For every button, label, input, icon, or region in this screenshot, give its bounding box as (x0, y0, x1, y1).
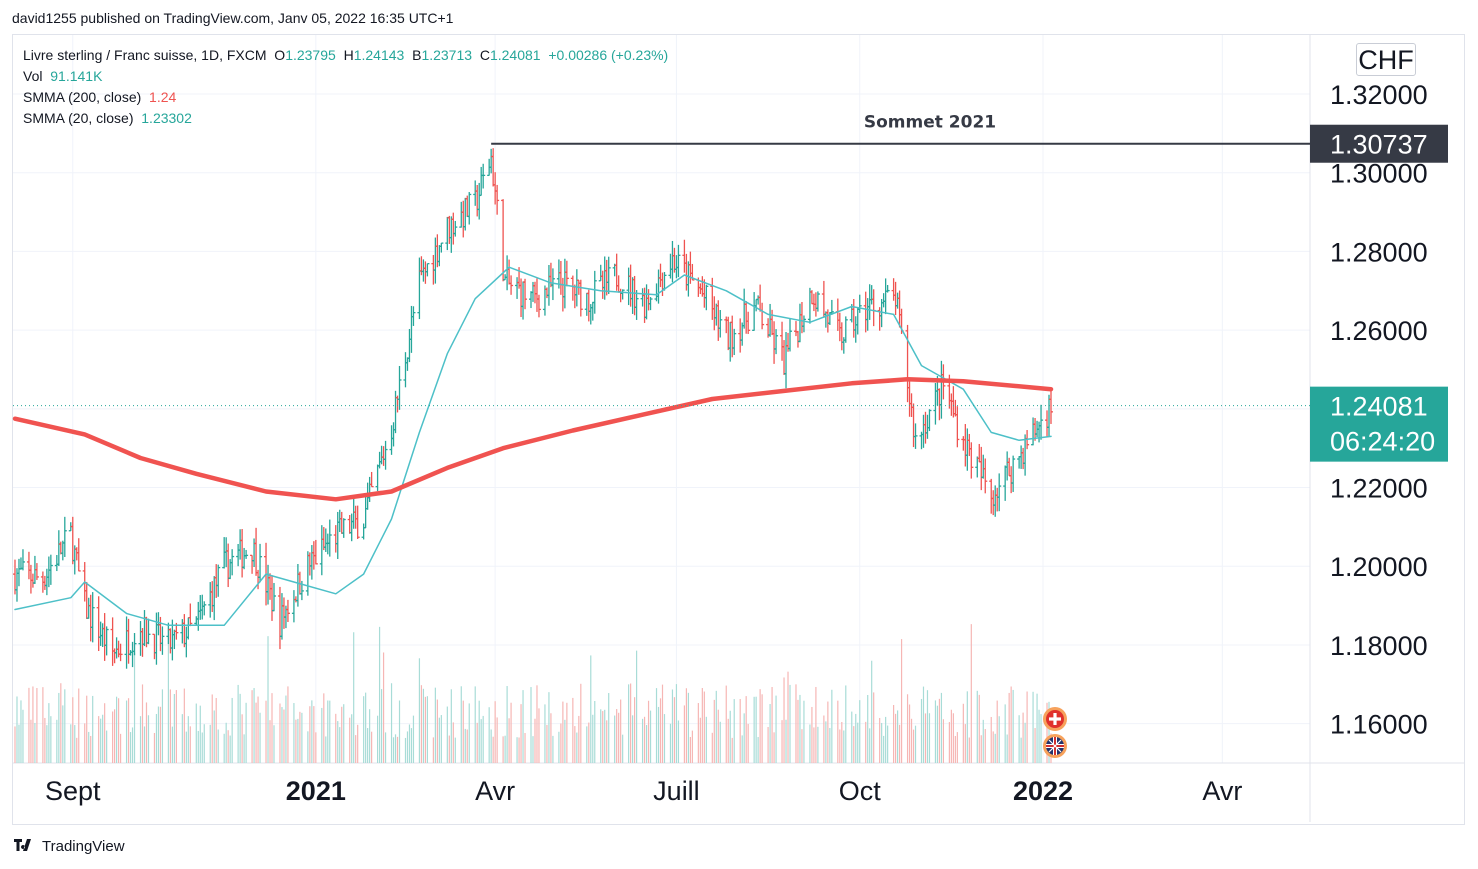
currency-button[interactable]: CHF (1356, 43, 1416, 76)
legend-close: 1.24081 (489, 47, 541, 63)
y-tick-label: 1.26000 (1330, 316, 1428, 346)
smma200-layer (12, 377, 1054, 502)
last-price-badge-text: 1.24081 (1330, 392, 1428, 422)
y-tick-label: 1.20000 (1330, 552, 1428, 582)
price-badges: 1.30737 1.24081 06:24:20 (1310, 124, 1448, 462)
x-tick-label: Avr (475, 776, 515, 806)
legend-volume-row[interactable]: Vol 91.141K (23, 66, 668, 87)
footer-brand[interactable]: TradingView (42, 838, 125, 855)
legend-low-label: B (412, 47, 422, 63)
uk-flag-icon (1042, 734, 1067, 758)
price-axis: 1.320001.300001.280001.260001.240001.220… (1330, 80, 1428, 740)
y-tick-label: 1.28000 (1330, 237, 1428, 267)
legend-symbol-row: Livre sterling / Franc suisse, 1D, FXCM … (23, 45, 668, 66)
x-tick-label: Avr (1202, 776, 1242, 806)
countdown-text: 06:24:20 (1330, 427, 1435, 457)
chart-legend: Livre sterling / Franc suisse, 1D, FXCM … (23, 45, 668, 129)
x-tick-label: Juill (653, 776, 700, 806)
legend-smma200-label: SMMA (200, close) (23, 89, 142, 105)
legend-close-label: C (479, 47, 490, 63)
x-tick-label: 2021 (286, 776, 346, 806)
legend-open: 1.23795 (285, 47, 336, 63)
legend-smma20-row[interactable]: SMMA (20, close) 1.23302 (23, 108, 668, 129)
legend-vol: 91.141K (50, 68, 103, 84)
legend-low: 1.23713 (421, 47, 473, 63)
legend-smma200-row[interactable]: SMMA (200, close) 1.24 (23, 87, 668, 108)
y-tick-label: 1.30000 (1330, 159, 1428, 189)
last-price-badge (1310, 386, 1448, 462)
y-tick-label: 1.32000 (1330, 80, 1428, 110)
legend-smma20-label: SMMA (20, close) (23, 110, 134, 126)
annotation-layer: Sommet 2021 (13, 113, 1310, 407)
chart-frame (12, 34, 1465, 825)
swiss-flag-icon (1042, 707, 1067, 731)
footer: TradingView (14, 838, 125, 855)
legend-high-label: H (343, 47, 354, 63)
tradingview-logo-icon (14, 838, 36, 855)
grid-lines (13, 35, 1465, 822)
legend-vol-label: Vol (23, 68, 43, 84)
peak-price-badge-text: 1.30737 (1330, 130, 1428, 160)
peak-price-badge (1310, 124, 1448, 163)
legend-high: 1.24143 (353, 47, 405, 63)
publisher-line: david1255 published on TradingView.com, … (12, 10, 454, 26)
x-tick-label: Sept (45, 776, 101, 806)
legend-change: +0.00286 (+0.23%) (548, 47, 669, 63)
y-tick-label: 1.18000 (1330, 631, 1428, 661)
smma200-line (12, 377, 1054, 502)
legend-smma20: 1.23302 (141, 110, 192, 126)
x-tick-label: Oct (839, 776, 882, 806)
smma20-layer (14, 266, 1052, 627)
event-flags (1042, 707, 1067, 758)
volume-bars (14, 624, 1052, 763)
legend-symbol[interactable]: Livre sterling / Franc suisse, 1D, FXCM (23, 47, 267, 63)
x-tick-label: 2022 (1013, 776, 1073, 806)
y-tick-label: 1.16000 (1330, 710, 1428, 740)
legend-open-label: O (274, 47, 286, 63)
ohlc-bars (12, 148, 1053, 669)
peak-annotation: Sommet 2021 (864, 113, 996, 133)
time-axis: Sept 2021 Avr Juill Oct 2022 Avr (45, 776, 1242, 806)
y-tick-label: 1.22000 (1330, 474, 1428, 504)
legend-smma200: 1.24 (149, 89, 177, 105)
smma20-line (14, 266, 1052, 627)
